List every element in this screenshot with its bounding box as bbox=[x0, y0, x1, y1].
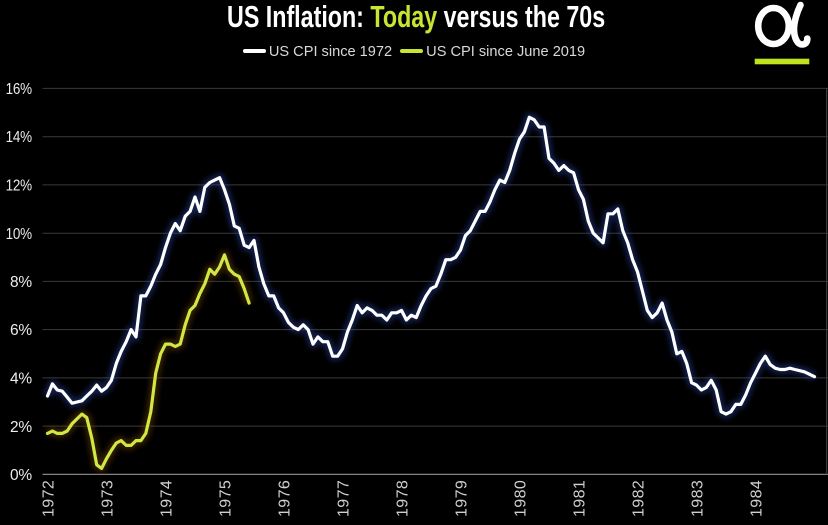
svg-text:1975: 1975 bbox=[217, 480, 234, 517]
svg-text:1979: 1979 bbox=[453, 480, 470, 517]
svg-text:1978: 1978 bbox=[394, 480, 411, 517]
svg-text:1984: 1984 bbox=[748, 480, 765, 517]
svg-text:1976: 1976 bbox=[276, 480, 293, 517]
svg-text:1977: 1977 bbox=[335, 480, 352, 517]
svg-text:1974: 1974 bbox=[158, 480, 175, 517]
svg-text:4%: 4% bbox=[10, 371, 32, 388]
svg-text:1980: 1980 bbox=[512, 480, 529, 517]
svg-text:1972: 1972 bbox=[40, 480, 57, 517]
svg-text:1981: 1981 bbox=[571, 480, 588, 517]
svg-text:2%: 2% bbox=[10, 419, 32, 436]
svg-text:1983: 1983 bbox=[689, 480, 706, 517]
svg-text:10%: 10% bbox=[6, 226, 32, 243]
svg-text:12%: 12% bbox=[6, 178, 32, 195]
svg-text:1973: 1973 bbox=[99, 480, 116, 517]
svg-text:8%: 8% bbox=[10, 274, 32, 291]
svg-text:6%: 6% bbox=[10, 322, 32, 339]
svg-text:14%: 14% bbox=[6, 129, 32, 146]
svg-text:0%: 0% bbox=[10, 467, 32, 484]
svg-text:16%: 16% bbox=[6, 81, 32, 98]
svg-text:1982: 1982 bbox=[630, 480, 647, 517]
